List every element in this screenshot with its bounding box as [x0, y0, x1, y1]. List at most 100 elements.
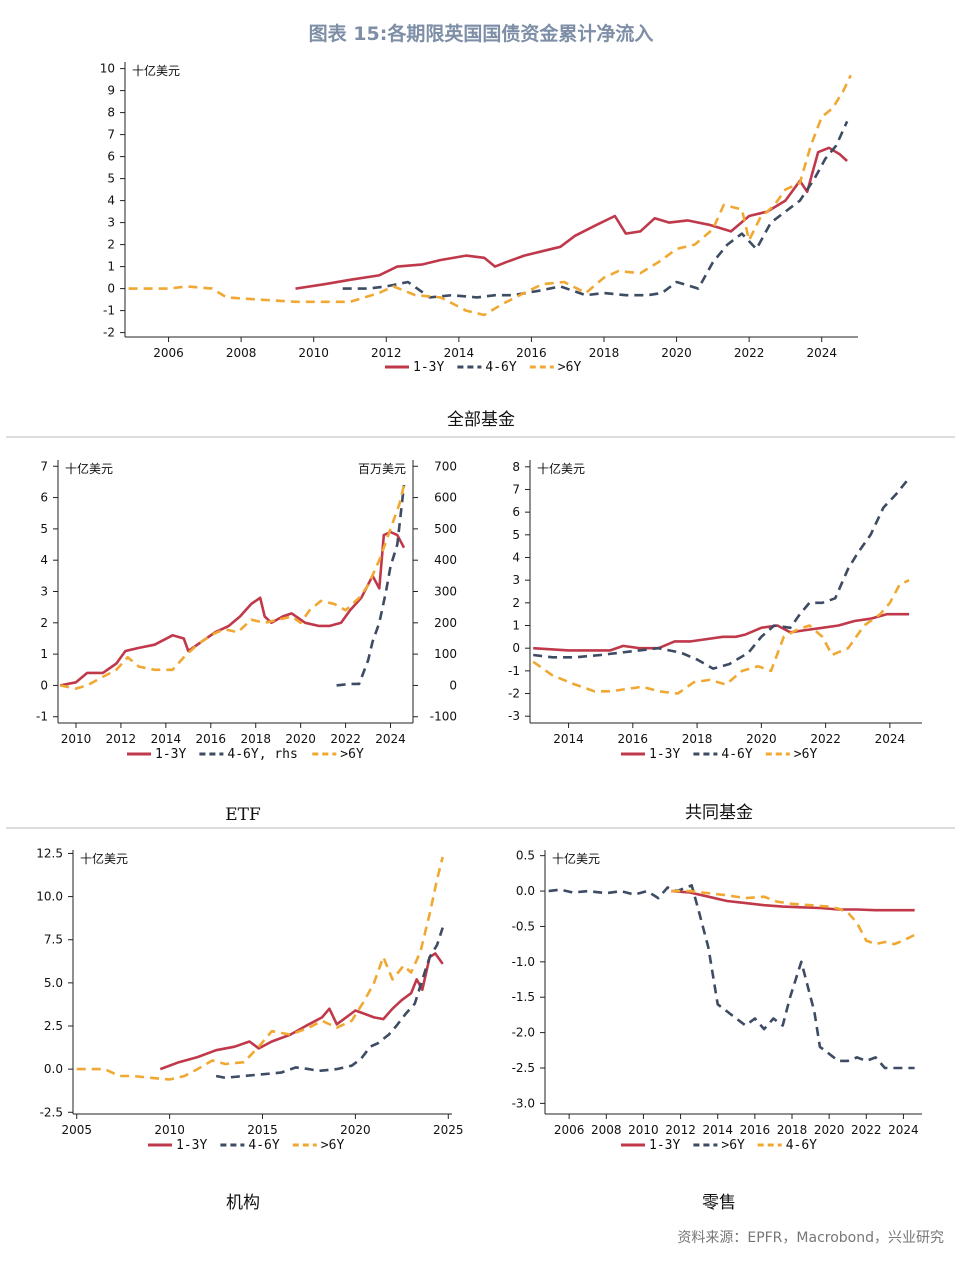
y-tick-label: 5 — [107, 172, 115, 186]
x-tick-label: 2018 — [682, 732, 713, 746]
x-tick-label: 2006 — [153, 346, 184, 360]
y-tick-label: 10 — [100, 62, 115, 76]
y-tick-label: -3.0 — [512, 1096, 535, 1110]
y-right-tick-label: 200 — [434, 616, 457, 630]
source-note: 资料来源：EPFR，Macrobond，兴业研究 — [677, 1230, 944, 1246]
x-tick-label: 2020 — [340, 1123, 371, 1137]
y-right-tick-label: 700 — [434, 459, 457, 473]
series-line-4-6y — [533, 477, 911, 670]
legend-label: 1-3Y — [649, 1138, 680, 1153]
y-tick-label: 7 — [40, 459, 48, 473]
y-right-tick-label: 600 — [434, 491, 457, 505]
x-tick-label: 2014 — [151, 732, 182, 746]
x-tick-label: 2024 — [888, 1123, 919, 1137]
y-tick-label: 5.0 — [44, 976, 63, 990]
y-right-tick-label: -100 — [430, 710, 457, 724]
y-tick-label: -3 — [508, 709, 520, 723]
panel-institutional: -2.5 0.0 2.5 5.0 7.5 10.0 12.5 2005 2010 2015 2020… — [36, 846, 463, 1213]
unit-label-left: 十亿美元 — [65, 461, 113, 476]
unit-label-left: 十亿美元 — [80, 851, 128, 866]
y-tick-label: 4 — [512, 550, 520, 564]
series-line-4-6y-rhs — [336, 484, 406, 687]
series-line-4-6y — [215, 927, 444, 1080]
y-tick-label: -1 — [36, 710, 48, 724]
y-tick-label: -2.0 — [512, 1026, 535, 1040]
series-line-4-6y — [342, 120, 849, 299]
x-tick-label: 2016 — [196, 732, 227, 746]
y-tick-label: -1 — [103, 304, 115, 318]
legend-label: 4-6Y — [786, 1138, 817, 1153]
panel-caption: 机构 — [226, 1193, 260, 1213]
panel-caption: 全部基金 — [447, 410, 515, 430]
series-line-1-3y — [295, 146, 848, 290]
x-tick-label: 2014 — [553, 732, 584, 746]
y-tick-label: 3 — [107, 216, 115, 230]
x-tick-label: 2014 — [702, 1123, 733, 1137]
legend-label: 1-3Y — [176, 1138, 207, 1153]
y-tick-label: -2 — [508, 687, 520, 701]
y-tick-label: 9 — [107, 84, 115, 98]
x-tick-label: 2022 — [810, 732, 841, 746]
x-tick-label: 2018 — [240, 732, 271, 746]
y-right-tick-label: 300 — [434, 585, 457, 599]
y-tick-label: 2 — [512, 596, 520, 610]
series-line-1-3y — [159, 952, 444, 1071]
y-tick-label: 8 — [107, 106, 115, 120]
x-tick-label: 2016 — [516, 346, 547, 360]
legend-label: 1-3Y — [155, 747, 186, 762]
x-tick-label: 2022 — [330, 732, 361, 746]
x-tick-label: 2010 — [628, 1123, 659, 1137]
legend-label: >6Y — [340, 747, 364, 762]
y-tick-label: -1.5 — [512, 990, 535, 1004]
series-line-1-3y — [533, 612, 910, 652]
series-line-4-6y — [671, 889, 916, 946]
x-tick-label: 2024 — [806, 346, 837, 360]
x-tick-label: 2008 — [226, 346, 257, 360]
y-right-tick-label: 100 — [434, 647, 457, 661]
y-tick-label: 3 — [40, 585, 48, 599]
x-tick-label: 2020 — [814, 1123, 845, 1137]
series-line-6y — [548, 884, 915, 1070]
panel-caption: 共同基金 — [685, 803, 753, 823]
legend-label: 4-6Y — [248, 1138, 279, 1153]
y-tick-label: 10.0 — [36, 890, 63, 904]
x-tick-label: 2025 — [433, 1123, 464, 1137]
y-tick-label: 4 — [107, 194, 115, 208]
panel-etf: -1 0 1 2 3 4 5 6 7 -100 0 100 200 300 400 500 600 700 2010… — [36, 459, 457, 825]
y-tick-label: -1.0 — [512, 955, 535, 969]
series-line-1-3y — [59, 530, 406, 687]
y-tick-label: 0 — [107, 282, 115, 296]
y-tick-label: -0.5 — [512, 919, 535, 933]
y-tick-label: 1 — [512, 619, 520, 633]
y-tick-label: -2.5 — [40, 1105, 63, 1119]
x-tick-label: 2024 — [875, 732, 906, 746]
x-tick-label: 2015 — [247, 1123, 278, 1137]
y-tick-label: 1 — [40, 647, 48, 661]
legend-label: 4-6Y, rhs — [227, 747, 297, 762]
y-tick-label: 6 — [512, 505, 520, 519]
series-line-6y — [76, 856, 444, 1081]
panel-retail: -3.0 -2.5 -2.0 -1.5 -1.0 -0.5 0.0 0.5 2006 2008 20… — [512, 849, 922, 1213]
y-tick-label: 6 — [40, 491, 48, 505]
legend-label: 1-3Y — [649, 747, 680, 762]
y-right-tick-label: 400 — [434, 553, 457, 567]
x-tick-label: 2024 — [375, 732, 406, 746]
legend-label: 1-3Y — [413, 360, 444, 375]
series-line-6y — [128, 74, 852, 317]
x-tick-label: 2012 — [371, 346, 402, 360]
x-tick-label: 2005 — [61, 1123, 92, 1137]
y-tick-label: 12.5 — [36, 846, 63, 860]
unit-label-left: 十亿美元 — [537, 461, 585, 476]
y-tick-label: 8 — [512, 460, 520, 474]
y-tick-label: -1 — [508, 664, 520, 678]
y-tick-label: 0.0 — [516, 884, 535, 898]
y-tick-label: 5 — [512, 528, 520, 542]
y-tick-label: 1 — [107, 260, 115, 274]
x-tick-label: 2014 — [444, 346, 475, 360]
panel-caption: ETF — [225, 805, 261, 825]
figure-title: 图表 15:各期限英国国债资金累计净流入 — [309, 22, 654, 45]
y-tick-label: 0 — [40, 678, 48, 692]
y-tick-label: -2 — [103, 326, 115, 340]
x-tick-label: 2010 — [298, 346, 329, 360]
legend-label: >6Y — [794, 747, 818, 762]
